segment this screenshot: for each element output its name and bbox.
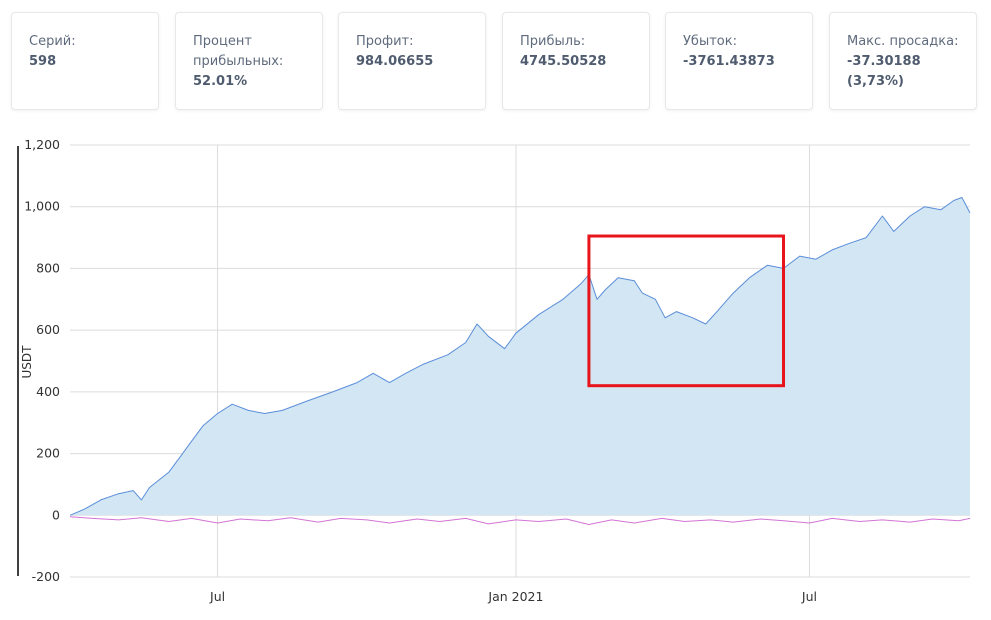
stat-value: -37.30188 (3,73%) — [847, 54, 921, 89]
y-tick-label: 1,000 — [24, 199, 60, 214]
stat-label: Убыток: — [683, 34, 737, 49]
stat-card-loss: Убыток: -3761.43873 — [665, 12, 813, 110]
series-lines — [69, 197, 971, 525]
x-tick-labels: Jul Jan 2021 Jul — [209, 589, 817, 604]
stat-value: -3761.43873 — [683, 54, 775, 69]
stat-value: 984.06655 — [356, 54, 434, 69]
x-tick-label: Jul — [801, 589, 817, 604]
y-tick-label: 1,200 — [24, 137, 60, 152]
series-area — [70, 197, 970, 516]
series-line — [69, 197, 971, 516]
stat-value: 52.01% — [193, 74, 248, 89]
y-tick-label: -200 — [32, 569, 60, 584]
annotations — [587, 234, 786, 388]
stat-value: 4745.50528 — [520, 54, 607, 69]
stat-card-series: Серий: 598 — [11, 12, 159, 110]
x-tick-label: Jan 2021 — [487, 589, 543, 604]
stat-label: Профит: — [356, 34, 414, 49]
stat-card-profit: Профит: 984.06655 — [338, 12, 486, 110]
y-axis-label: USDT — [20, 345, 34, 379]
stat-card-gross-profit: Прибыль: 4745.50528 — [502, 12, 650, 110]
stat-card-win-rate: Процент прибыльных: 52.01% — [175, 12, 323, 110]
stat-label: Макс. просадка: — [847, 34, 959, 49]
y-tick-label: 200 — [36, 446, 60, 461]
y-tick-label: 600 — [36, 322, 60, 337]
highlight-box — [587, 234, 786, 388]
stat-label: Процент прибыльных: — [193, 34, 284, 69]
series-line — [69, 516, 971, 525]
x-tick-label: Jul — [209, 589, 225, 604]
stats-panel: Серий: 598 Процент прибыльных: 52.01% Пр… — [0, 0, 991, 120]
stat-label: Прибыль: — [520, 34, 586, 49]
stat-card-max-drawdown: Макс. просадка: -37.30188 (3,73%) — [829, 12, 977, 110]
y-tick-label: 800 — [36, 260, 60, 275]
stat-label: Серий: — [29, 34, 76, 49]
stat-value: 598 — [29, 54, 57, 69]
series-area-fill — [70, 197, 970, 516]
y-tick-labels: -200 0 200 400 600 800 1,000 1,200 — [24, 137, 60, 584]
y-tick-label: 400 — [36, 384, 60, 399]
y-tick-label: 0 — [52, 507, 60, 522]
